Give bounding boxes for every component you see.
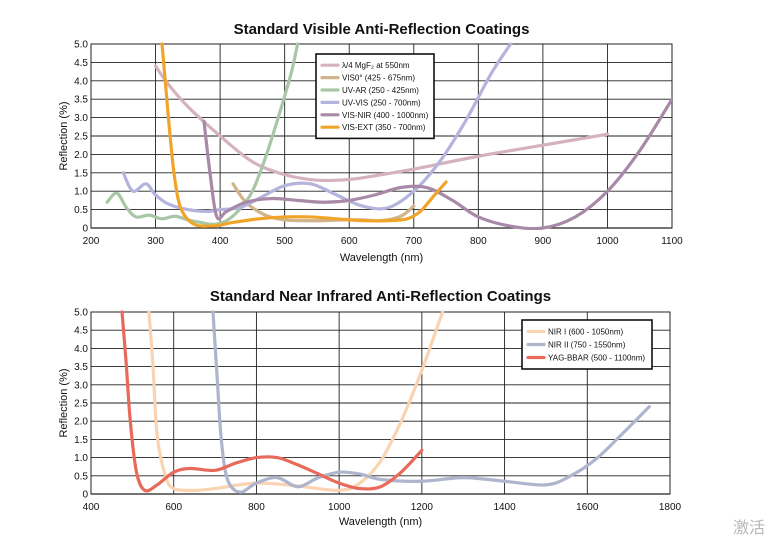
y-tick-label: 1.0 (74, 187, 88, 198)
x-axis-label: Wavelength (nm) (339, 516, 422, 528)
x-tick-label: 1400 (493, 502, 516, 513)
series-line-nir-ii-750-1550nm (211, 310, 651, 494)
watermark-text: 激活 (733, 518, 765, 537)
y-tick-label: 4.5 (74, 58, 88, 69)
legend: NIR I (600 - 1050nm) NIR II (750 - 1550nm… (521, 319, 653, 370)
y-axis-label: Reflection (%) (58, 368, 70, 437)
chart-title: Standard Visible Anti-Reflection Coating… (234, 21, 530, 38)
legend-label-uv-vis-250-700nm: UV-VIS (250 - 700nm) (342, 98, 421, 107)
y-tick-label: 0.5 (74, 471, 88, 482)
legend-label-yag-bbar-500-1100nm: YAG-BBAR (500 - 1100nm) (548, 354, 645, 363)
y-tick-label: 3.0 (74, 380, 88, 391)
y-tick-label: 1.0 (74, 453, 88, 464)
series-line-4-mgf-at-550nm (153, 64, 610, 183)
x-tick-label: 500 (276, 236, 293, 247)
y-tick-label: 1.5 (74, 435, 88, 446)
x-axis-label: Wavelength (nm) (340, 252, 423, 264)
series-line-vis-ext-350-700nm (160, 42, 448, 228)
legend-label-vis-nir-400-1000nm: VIS-NIR (400 - 1000nm) (342, 111, 429, 120)
y-tick-label: 0.5 (74, 205, 88, 216)
legend: λ/4 MgF₂ at 550nm VIS0° (425 - 675nm) UV-A… (315, 53, 435, 140)
chart-title: Standard Near Infrared Anti-Reflection C… (210, 288, 551, 305)
legend-label-nir-ii-750-1550nm: NIR II (750 - 1550nm) (548, 341, 626, 350)
chart-nir-ar: Standard Near Infrared Anti-Reflection C… (58, 288, 682, 528)
legend-label-uv-ar-250-425nm: UV-AR (250 - 425nm) (342, 86, 419, 95)
y-tick-label: 3.0 (74, 113, 88, 124)
legend-label-vis-ext-350-700nm: VIS-EXT (350 - 700nm) (342, 123, 426, 132)
y-axis-label: Reflection (%) (58, 101, 70, 170)
y-tick-label: 4.5 (74, 326, 88, 337)
y-tick-label: 3.5 (74, 95, 88, 106)
x-tick-label: 400 (83, 502, 100, 513)
x-tick-label: 1800 (659, 502, 682, 513)
legend-box (315, 53, 435, 140)
y-tick-label: 5.0 (74, 40, 88, 51)
y-tick-label: 5.0 (74, 308, 88, 319)
x-tick-label: 600 (165, 502, 182, 513)
x-tick-label: 1600 (576, 502, 599, 513)
series-line-yag-bbar-500-1100nm (120, 310, 424, 493)
x-tick-label: 400 (212, 236, 229, 247)
x-tick-label: 200 (83, 236, 100, 247)
chart-visible-ar: Standard Visible Anti-Reflection Coating… (58, 21, 683, 264)
legend-label-nir-i-600-1050nm: NIR I (600 - 1050nm) (548, 328, 623, 337)
x-tick-label: 800 (248, 502, 265, 513)
y-tick-label: 2.0 (74, 417, 88, 428)
y-tick-label: 4.0 (74, 344, 88, 355)
x-tick-label: 300 (147, 236, 164, 247)
x-tick-label: 1200 (411, 502, 434, 513)
legend-label-4-mgf-at-550nm: λ/4 MgF₂ at 550nm (342, 61, 410, 70)
series-line-uv-vis-250-700nm (121, 42, 513, 214)
x-tick-label: 800 (470, 236, 487, 247)
y-tick-label: 2.5 (74, 132, 88, 143)
series-line-vis-nir-400-1000nm (202, 97, 672, 230)
y-tick-label: 1.5 (74, 168, 88, 179)
y-tick-label: 0 (82, 224, 88, 235)
legend-label-vis0-425-675nm: VIS0° (425 - 675nm) (342, 74, 415, 83)
y-tick-label: 4.0 (74, 76, 88, 87)
x-tick-label: 1000 (596, 236, 619, 247)
x-tick-label: 1000 (328, 502, 351, 513)
x-tick-label: 1100 (661, 236, 683, 247)
x-tick-label: 700 (405, 236, 422, 247)
x-tick-label: 900 (535, 236, 552, 247)
plot-frame (90, 43, 673, 229)
plot-frame (90, 311, 671, 495)
x-tick-label: 600 (341, 236, 358, 247)
y-tick-label: 3.5 (74, 362, 88, 373)
y-tick-label: 2.5 (74, 399, 88, 410)
series-line-uv-ar-250-425nm (105, 42, 300, 226)
y-tick-label: 2.0 (74, 150, 88, 161)
y-tick-label: 0 (82, 490, 88, 501)
